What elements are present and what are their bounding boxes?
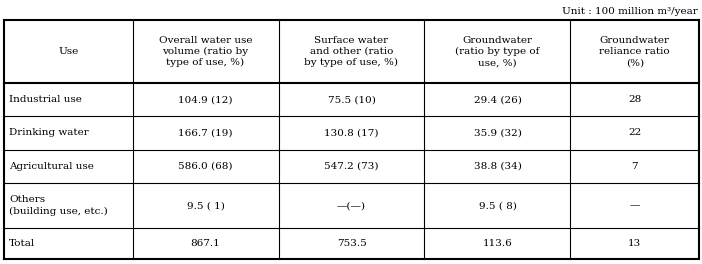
Text: 104.9 (12): 104.9 (12) [178,95,233,104]
Text: 9.5 ( 8): 9.5 ( 8) [479,201,517,210]
Text: 22: 22 [628,128,642,138]
Text: Industrial use: Industrial use [9,95,82,104]
Text: 586.0 (68): 586.0 (68) [178,162,233,171]
Text: Groundwater
(ratio by type of
use, %): Groundwater (ratio by type of use, %) [456,36,540,67]
Text: 75.5 (10): 75.5 (10) [328,95,376,104]
Text: 113.6: 113.6 [482,239,512,248]
Text: 28: 28 [628,95,642,104]
Text: 547.2 (73): 547.2 (73) [324,162,379,171]
Text: 38.8 (34): 38.8 (34) [474,162,522,171]
Text: Others
(building use, etc.): Others (building use, etc.) [9,195,107,216]
Text: Use: Use [58,47,79,56]
Text: —(—): —(—) [337,201,366,210]
Text: Unit : 100 million m³/year: Unit : 100 million m³/year [562,7,698,16]
Text: Total: Total [9,239,35,248]
Text: 867.1: 867.1 [191,239,220,248]
Text: Overall water use
volume (ratio by
type of use, %): Overall water use volume (ratio by type … [159,36,252,67]
Text: Drinking water: Drinking water [9,128,88,138]
Text: Agricultural use: Agricultural use [9,162,94,171]
Text: 7: 7 [631,162,638,171]
Text: Surface water
and other (ratio
by type of use, %): Surface water and other (ratio by type o… [305,36,399,67]
Text: Groundwater
reliance ratio
(%): Groundwater reliance ratio (%) [600,36,670,67]
Text: 130.8 (17): 130.8 (17) [324,128,379,138]
Text: 9.5 ( 1): 9.5 ( 1) [187,201,225,210]
Text: 35.9 (32): 35.9 (32) [474,128,522,138]
Text: 753.5: 753.5 [337,239,366,248]
Text: 13: 13 [628,239,642,248]
Text: 29.4 (26): 29.4 (26) [474,95,522,104]
Text: 166.7 (19): 166.7 (19) [178,128,233,138]
Text: —: — [630,201,640,210]
